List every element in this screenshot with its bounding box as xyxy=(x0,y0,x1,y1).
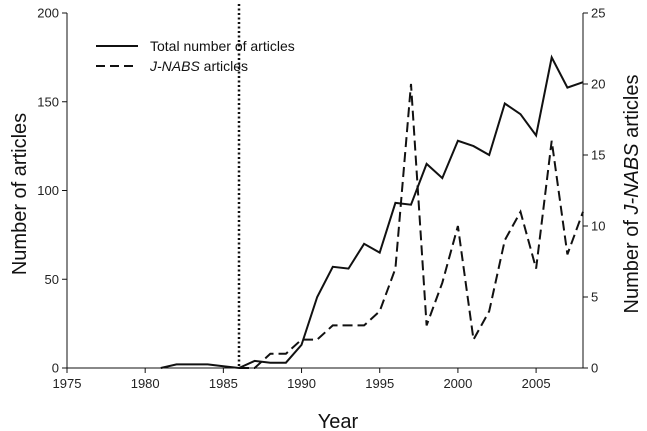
y2-axis-title: Number of J-NABS articles xyxy=(621,75,643,314)
y-tick-label: 200 xyxy=(37,6,59,21)
x-axis-title: Year xyxy=(318,411,359,431)
legend: Total number of articles J-NABS articles xyxy=(96,38,295,74)
y-axis-title: Number of articles xyxy=(9,113,31,275)
y2-axis-title-prefix: Number of xyxy=(621,215,643,314)
series-line-total-articles xyxy=(160,54,584,370)
legend-label-total: Total number of articles xyxy=(150,38,295,54)
plot-frame xyxy=(66,13,584,369)
x-tick-label: 2000 xyxy=(443,376,472,391)
series-line-jnabs-articles xyxy=(239,83,584,369)
y2-axis-title-italic: J-NABS xyxy=(621,143,643,216)
y-tick-label: 0 xyxy=(52,361,59,376)
legend-label-jnabs: J-NABS articles xyxy=(149,58,248,74)
y2-tick-label: 5 xyxy=(591,290,598,305)
y2-tick-label: 0 xyxy=(591,361,598,376)
x-tick-label: 1985 xyxy=(209,376,238,391)
x-tick-label: 1995 xyxy=(365,376,394,391)
y2-tick-label: 25 xyxy=(591,6,605,21)
y2-tick-label: 20 xyxy=(591,77,605,92)
y-tick-label: 100 xyxy=(37,183,59,198)
y-tick-label: 50 xyxy=(45,272,59,287)
left-axis-ticks: 0 50 100 150 200 xyxy=(37,6,67,376)
series-group xyxy=(160,54,584,370)
x-tick-label: 2005 xyxy=(522,376,551,391)
y2-axis-title-suffix: articles xyxy=(621,75,643,144)
right-axis-ticks: 0 5 10 15 20 25 xyxy=(583,6,605,376)
x-tick-label: 1990 xyxy=(287,376,316,391)
y2-tick-label: 15 xyxy=(591,148,605,163)
x-tick-label: 1980 xyxy=(131,376,160,391)
x-axis-ticks: 1975 1980 1985 1990 1995 2000 2005 xyxy=(53,368,551,391)
y-tick-label: 150 xyxy=(37,94,59,109)
y2-tick-label: 10 xyxy=(591,219,605,234)
x-tick-label: 1975 xyxy=(53,376,82,391)
